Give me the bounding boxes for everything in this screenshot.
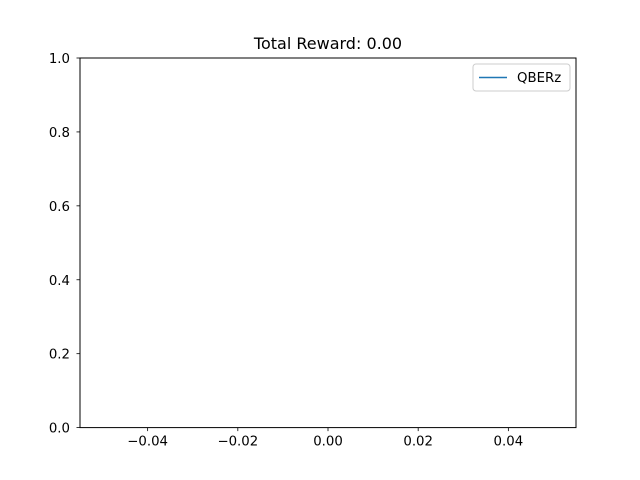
x-tick-label: 0.02 xyxy=(403,435,433,450)
x-tick-label: −0.02 xyxy=(217,435,258,450)
x-tick-label: 0.00 xyxy=(313,435,343,450)
y-tick-label: 0.8 xyxy=(49,126,70,141)
y-tick-label: 0.4 xyxy=(49,274,70,289)
y-tick-label: 0.0 xyxy=(49,422,70,437)
legend-label: QBERz xyxy=(517,71,561,86)
y-tick-label: 1.0 xyxy=(49,52,70,67)
legend: QBERz xyxy=(472,63,571,92)
legend-box xyxy=(472,63,571,92)
x-tick-label: −0.04 xyxy=(127,435,168,450)
x-axis: −0.04 −0.02 0.00 0.02 0.04 xyxy=(127,427,524,450)
x-tick-label: 0.04 xyxy=(494,435,524,450)
y-tick-label: 0.2 xyxy=(49,348,70,363)
chart-title: Total Reward: 0.00 xyxy=(253,34,402,53)
y-tick-label: 0.6 xyxy=(49,200,70,215)
y-axis: 0.0 0.2 0.4 0.6 0.8 1.0 xyxy=(49,52,80,437)
